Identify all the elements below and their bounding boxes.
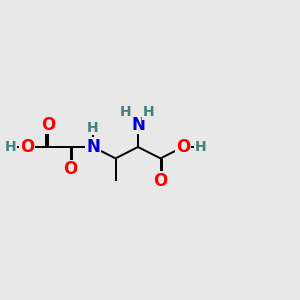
Text: N: N	[86, 138, 100, 156]
Text: O: O	[153, 172, 168, 190]
Text: O: O	[20, 138, 34, 156]
Text: H: H	[87, 121, 99, 134]
Text: H: H	[143, 106, 154, 119]
Text: O: O	[63, 160, 78, 178]
Text: H: H	[195, 140, 207, 154]
Text: N: N	[131, 116, 145, 134]
Text: O: O	[41, 116, 55, 134]
Text: O: O	[176, 138, 190, 156]
Text: H: H	[120, 106, 132, 119]
Text: H: H	[5, 140, 16, 154]
